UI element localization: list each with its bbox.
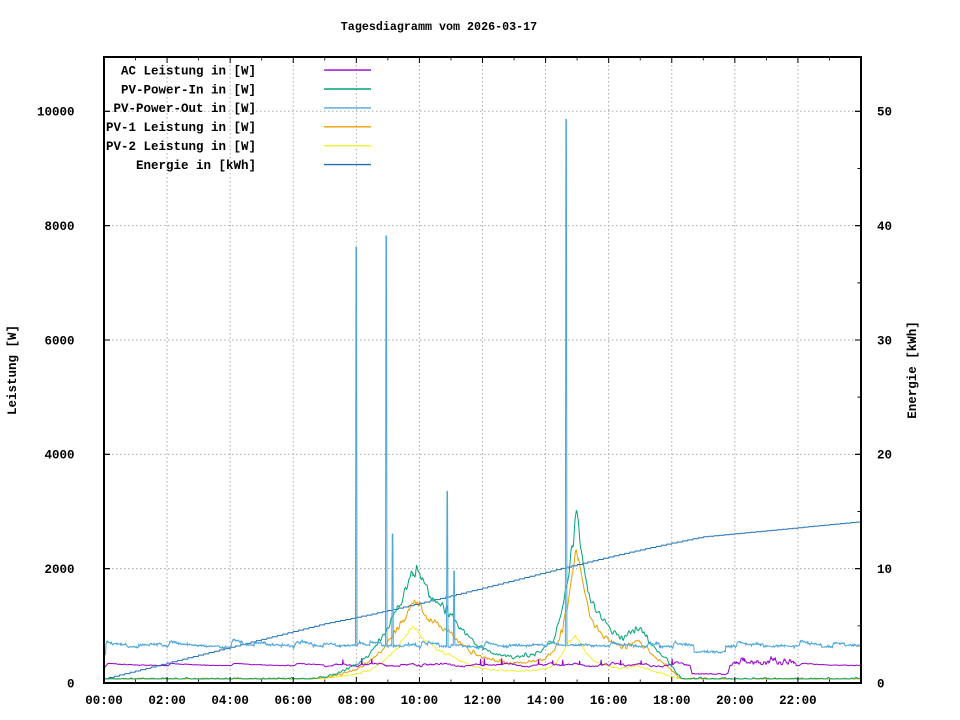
svg-text:08:00: 08:00 xyxy=(338,694,376,708)
svg-text:6000: 6000 xyxy=(44,334,74,348)
svg-text:50: 50 xyxy=(877,106,892,120)
svg-text:10: 10 xyxy=(877,563,892,577)
svg-text:PV-1 Leistung in [W]: PV-1 Leistung in [W] xyxy=(106,121,256,135)
svg-text:20:00: 20:00 xyxy=(716,694,754,708)
svg-text:0: 0 xyxy=(67,677,75,691)
svg-text:PV-2 Leistung in [W]: PV-2 Leistung in [W] xyxy=(106,140,256,154)
svg-text:30: 30 xyxy=(877,334,892,348)
svg-text:22:00: 22:00 xyxy=(779,694,817,708)
svg-text:40: 40 xyxy=(877,220,892,234)
svg-text:2000: 2000 xyxy=(44,563,74,577)
svg-text:PV-Power-In in [W]: PV-Power-In in [W] xyxy=(121,83,256,97)
svg-text:06:00: 06:00 xyxy=(274,694,312,708)
svg-text:Tagesdiagramm vom 2026-03-17: Tagesdiagramm vom 2026-03-17 xyxy=(341,20,537,34)
svg-text:8000: 8000 xyxy=(44,220,74,234)
svg-text:02:00: 02:00 xyxy=(148,694,186,708)
svg-text:Energie [kWh]: Energie [kWh] xyxy=(906,321,920,419)
svg-text:18:00: 18:00 xyxy=(653,694,691,708)
svg-text:04:00: 04:00 xyxy=(211,694,249,708)
svg-text:12:00: 12:00 xyxy=(464,694,502,708)
svg-text:Energie in [kWh]: Energie in [kWh] xyxy=(136,159,256,173)
svg-text:20: 20 xyxy=(877,449,892,463)
svg-text:PV-Power-Out in [W]: PV-Power-Out in [W] xyxy=(113,102,256,116)
svg-text:4000: 4000 xyxy=(44,449,74,463)
svg-text:Leistung [W]: Leistung [W] xyxy=(6,325,20,415)
svg-text:AC Leistung in [W]: AC Leistung in [W] xyxy=(121,64,256,78)
svg-text:0: 0 xyxy=(877,677,885,691)
svg-text:10000: 10000 xyxy=(37,106,75,120)
svg-text:16:00: 16:00 xyxy=(590,694,628,708)
svg-text:14:00: 14:00 xyxy=(527,694,565,708)
svg-text:00:00: 00:00 xyxy=(85,694,123,708)
svg-text:10:00: 10:00 xyxy=(401,694,439,708)
